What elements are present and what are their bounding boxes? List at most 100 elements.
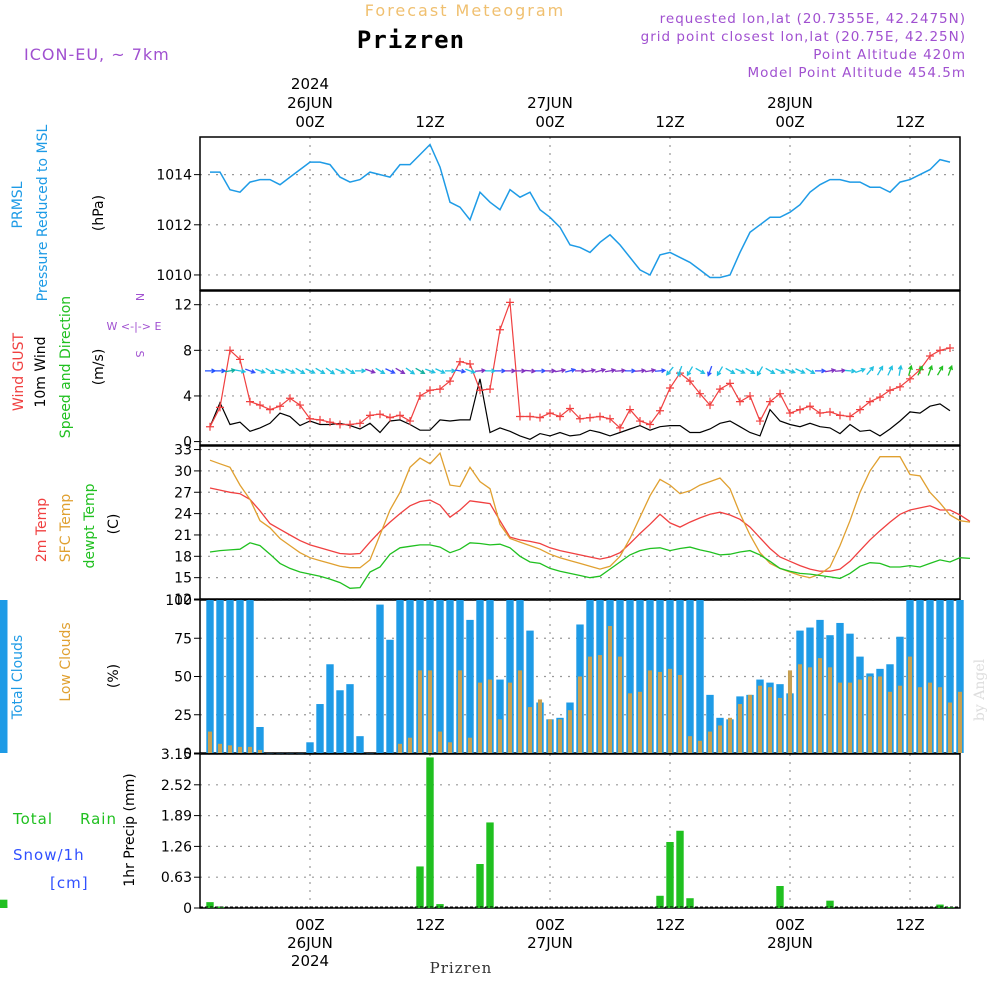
gust-label: Wind GUST [11, 332, 27, 411]
low-clouds-bar [447, 742, 453, 753]
top-time-label: 28JUN [767, 94, 813, 112]
gust-marker [796, 405, 804, 414]
gust-marker [616, 423, 624, 432]
total-clouds-label: Total Clouds [10, 635, 26, 720]
rain-bar [206, 902, 214, 908]
y-tick-label: 1.89 [161, 809, 192, 825]
wind-direction-arrow [756, 366, 764, 377]
wind-direction-arrow [936, 365, 944, 376]
wind-direction-arrow [686, 366, 694, 377]
y-tick-label: 8 [183, 343, 192, 359]
gust-marker [376, 410, 384, 419]
low-clouds-bar [807, 667, 813, 753]
gust-marker [836, 411, 844, 420]
precip-axis-label: 1hr Precip (mm) [122, 773, 138, 886]
gust-marker [236, 355, 244, 364]
top-time-label: 12Z [415, 113, 444, 131]
low-clouds-bar [207, 731, 213, 753]
gust-marker [336, 420, 344, 429]
dewpt-line [209, 542, 971, 589]
wind-direction-arrow [625, 368, 637, 374]
total-clouds-bar [496, 679, 504, 753]
gust-marker [496, 325, 504, 334]
gust-marker [356, 419, 364, 428]
low-clouds-bar [947, 702, 953, 753]
wind-direction-arrow [554, 368, 567, 373]
gust-marker [366, 411, 374, 420]
total-clouds-bar [706, 694, 714, 753]
y-tick-label: 1010 [156, 268, 192, 284]
wind-panel: 0 4 8 12 Wind GUST 10m Wind Speed and Directio… [11, 290, 961, 451]
rain-bar [436, 904, 444, 908]
gust-marker [656, 406, 664, 415]
total-clouds-bar [526, 630, 534, 753]
gust-marker [936, 346, 944, 355]
low-clouds-bar [257, 749, 263, 753]
gust-marker [436, 385, 444, 394]
wind-direction-arrow [485, 368, 497, 374]
low-clouds-bar [667, 668, 673, 753]
gust-marker [876, 393, 884, 402]
low-clouds-bar [877, 676, 883, 753]
wind-direction-arrow [474, 368, 487, 374]
top-time-label: 2024 [291, 75, 329, 93]
total-clouds-bar [916, 600, 924, 753]
wind-direction-arrow [735, 368, 746, 374]
low-clouds-bar [727, 717, 733, 753]
wind-direction-arrow [584, 368, 597, 373]
temperature-panel: 12 15 18 21 24 27 30 33 2m Temp SFC Temp dewpt Tem… [34, 443, 971, 608]
low-clouds-bar [437, 731, 443, 753]
low-clouds-bar [927, 682, 933, 753]
gust-marker [226, 346, 234, 355]
panel-frame [199, 290, 961, 446]
wind-direction-arrow [665, 366, 674, 376]
temp-unit-label: (C) [106, 514, 122, 535]
low-clouds-bar [457, 670, 463, 753]
wind-direction-arrow [614, 368, 627, 374]
low-clouds-bar [617, 656, 623, 753]
wind-direction-arrow [725, 367, 736, 375]
location-title: Prizren [357, 26, 465, 54]
low-clouds-bar [567, 710, 573, 753]
wind-direction-arrow [335, 368, 346, 374]
wind-direction-arrow [415, 367, 426, 375]
gust-marker [286, 394, 294, 403]
model-point-altitude: Model Point Altitude 454.5m [748, 65, 966, 81]
panel-frame [199, 136, 961, 291]
low-clouds-bar [527, 707, 533, 753]
gust-marker [506, 298, 514, 307]
wind-direction-arrow [834, 368, 847, 374]
low-clouds-bar [497, 719, 503, 753]
total-clouds-bar [326, 664, 334, 753]
low-clouds-bar [517, 670, 523, 753]
total-clouds-bar [336, 690, 344, 753]
gust-marker [626, 405, 634, 414]
gust-marker [896, 382, 904, 391]
wind-direction-arrow [205, 368, 217, 374]
low-clouds-bar [907, 656, 913, 753]
low-clouds-bar [507, 682, 513, 753]
wind-direction-arrow [445, 368, 457, 374]
low-clouds-bar [687, 736, 693, 753]
low-clouds-bar [417, 670, 423, 753]
wind-label: 10m Wind [33, 336, 49, 407]
top-time-label: 00Z [295, 113, 324, 131]
gust-marker [586, 413, 594, 422]
low-clouds-bar [777, 697, 783, 753]
gust-marker [206, 422, 214, 431]
panel-frame [199, 753, 961, 909]
wind-direction-arrow [707, 365, 713, 377]
gust-marker [566, 404, 574, 413]
low-clouds-bar [477, 682, 483, 753]
total-clouds-bar [686, 600, 694, 753]
y-tick-label: 4 [183, 389, 192, 405]
wind-direction-arrow [634, 368, 647, 374]
gust-marker [216, 403, 224, 412]
total-clouds-bar [246, 600, 254, 753]
footer-location: Prizren [430, 959, 493, 977]
wind-direction-arrow [855, 367, 866, 374]
gust-marker [476, 386, 484, 395]
low-clouds-bar [937, 687, 943, 753]
low-clouds-bar [557, 719, 563, 753]
wind-direction-arrow [215, 368, 227, 374]
